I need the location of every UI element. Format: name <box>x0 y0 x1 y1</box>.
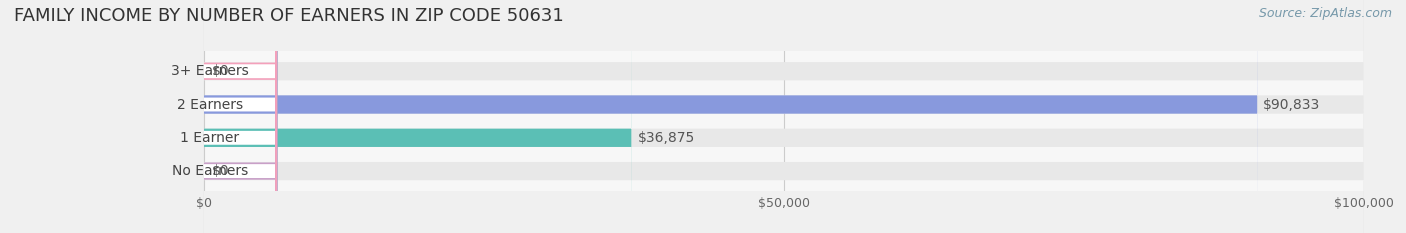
Text: $0: $0 <box>212 164 229 178</box>
Text: Source: ZipAtlas.com: Source: ZipAtlas.com <box>1258 7 1392 20</box>
Text: No Earners: No Earners <box>172 164 247 178</box>
FancyBboxPatch shape <box>204 0 1364 233</box>
Text: $90,833: $90,833 <box>1263 98 1320 112</box>
FancyBboxPatch shape <box>120 0 277 233</box>
Text: 3+ Earners: 3+ Earners <box>170 64 249 78</box>
FancyBboxPatch shape <box>204 0 1364 233</box>
FancyBboxPatch shape <box>120 0 277 233</box>
FancyBboxPatch shape <box>204 0 1364 233</box>
Text: 1 Earner: 1 Earner <box>180 131 239 145</box>
Text: $0: $0 <box>212 64 229 78</box>
Text: FAMILY INCOME BY NUMBER OF EARNERS IN ZIP CODE 50631: FAMILY INCOME BY NUMBER OF EARNERS IN ZI… <box>14 7 564 25</box>
Text: $36,875: $36,875 <box>637 131 695 145</box>
FancyBboxPatch shape <box>204 0 631 233</box>
FancyBboxPatch shape <box>120 0 277 233</box>
FancyBboxPatch shape <box>204 0 1364 233</box>
Text: 2 Earners: 2 Earners <box>177 98 243 112</box>
FancyBboxPatch shape <box>204 0 1257 233</box>
FancyBboxPatch shape <box>120 0 277 233</box>
